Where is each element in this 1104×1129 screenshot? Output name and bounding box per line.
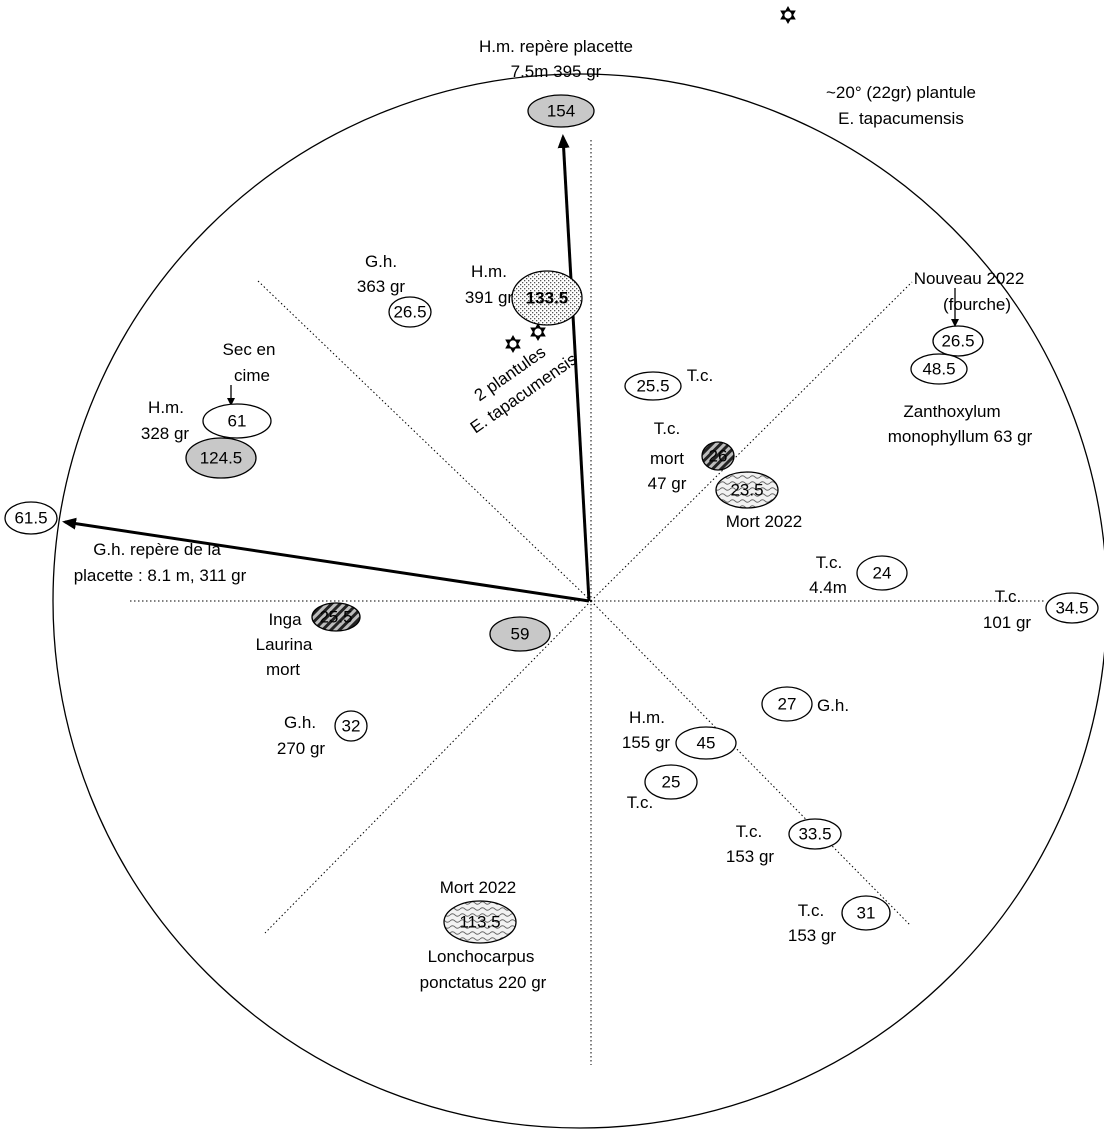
tree-diameter: 25 xyxy=(662,773,681,792)
label-species: 153 gr xyxy=(726,847,775,866)
label-species: ponctatus 220 gr xyxy=(420,973,547,992)
tree-diameter: 124.5 xyxy=(200,449,243,468)
tree-diameter: 61.5 xyxy=(14,509,47,528)
tree-marker: 61.5 xyxy=(4,501,58,535)
tree-diameter: 27 xyxy=(778,695,797,714)
label-gh-reference: placette : 8.1 m, 311 gr xyxy=(74,566,247,585)
label-note: Mort 2022 xyxy=(726,512,803,531)
label-hm-reference: 7.5m 395 gr xyxy=(511,62,602,81)
tree-marker: 32 xyxy=(334,710,368,742)
label-species: T.c. xyxy=(816,553,842,572)
guide-line-diagonal-se xyxy=(590,600,911,926)
label-angle-note: E. tapacumensis xyxy=(838,109,964,128)
plot-boundary-circle xyxy=(52,73,1104,1129)
tree-marker: 23.5 xyxy=(715,471,779,509)
label-species: H.m. xyxy=(471,262,507,281)
tree-diameter: 25.5 xyxy=(319,608,352,627)
label-species: Inga xyxy=(268,610,302,629)
label-species: Zanthoxylum xyxy=(903,402,1000,421)
label-species: 391 gr xyxy=(465,288,514,307)
tree-marker: 26 xyxy=(701,441,735,471)
tree-diameter: 34.5 xyxy=(1055,599,1088,618)
label-note: cime xyxy=(234,366,270,385)
tree-diameter: 25.5 xyxy=(636,377,669,396)
reference-arrow-west xyxy=(62,517,590,603)
label-species: G.h. xyxy=(817,696,849,715)
label-species: T.c. xyxy=(687,366,713,385)
seedling-star-icon xyxy=(530,323,546,341)
label-species: 155 gr xyxy=(622,733,671,752)
label-species: 153 gr xyxy=(788,926,837,945)
tree-marker: 26.5 xyxy=(388,296,432,328)
label-species: H.m. xyxy=(148,398,184,417)
tree-diameter: 31 xyxy=(857,904,876,923)
tree-diameter: 23.5 xyxy=(730,481,763,500)
label-species: T.c. xyxy=(627,793,653,812)
label-species: G.h. xyxy=(284,713,316,732)
tree-marker: 31 xyxy=(841,895,891,931)
label-species: mort xyxy=(266,660,300,679)
label-species: mort xyxy=(650,449,684,468)
tree-marker: 124.5 xyxy=(185,437,257,479)
tree-marker: 113.5 xyxy=(443,900,517,944)
tree-marker: 61 xyxy=(202,403,272,439)
guide-line-diagonal-sw xyxy=(264,600,592,934)
tree-marker: 33.5 xyxy=(788,818,842,850)
label-species: 101 gr xyxy=(983,613,1032,632)
tree-marker: 34.5 xyxy=(1045,592,1099,624)
label-angle-note: ~20° (22gr) plantule xyxy=(826,83,976,102)
label-species: 47 gr xyxy=(648,474,687,493)
tree-diameter: 26.5 xyxy=(941,332,974,351)
tree-marker: 27 xyxy=(761,686,813,722)
tree-marker: 24 xyxy=(856,555,908,591)
label-species: G.h. xyxy=(365,252,397,271)
label-species: monophyllum 63 gr xyxy=(888,427,1033,446)
label-note: Nouveau 2022 xyxy=(914,269,1025,288)
label-species: 270 gr xyxy=(277,739,326,758)
tree-diameter: 133.5 xyxy=(526,289,569,308)
label-note: Sec en xyxy=(223,340,276,359)
label-species: H.m. xyxy=(629,708,665,727)
tree-diameter: 26.5 xyxy=(393,303,426,322)
seedling-star-icon xyxy=(780,6,796,24)
tree-marker: 48.5 xyxy=(910,353,968,385)
tree-diameter: 45 xyxy=(697,734,716,753)
label-species: Laurina xyxy=(256,635,313,654)
label-species: T.c. xyxy=(798,901,824,920)
guide-line-diagonal-ne xyxy=(590,281,913,602)
tree-marker: 133.5 xyxy=(511,270,583,326)
reference-arrow-north xyxy=(557,134,591,602)
tree-diameter: 154 xyxy=(547,102,575,121)
tree-marker: 25.5 xyxy=(624,371,682,401)
tree-marker: 26.5 xyxy=(932,325,984,357)
tree-diameter: 24 xyxy=(873,564,892,583)
tree-diameter: 48.5 xyxy=(922,360,955,379)
tree-marker: 154 xyxy=(527,94,595,128)
tree-diameter: 59 xyxy=(511,625,530,644)
tree-marker: 25 xyxy=(644,764,698,800)
label-note: Mort 2022 xyxy=(440,878,517,897)
label-species: T.c. xyxy=(995,587,1021,606)
tree-diameter: 26 xyxy=(709,447,728,466)
tree-diameter: 61 xyxy=(228,412,247,431)
tree-marker: 25.5 xyxy=(311,602,361,632)
seedling-star-icon xyxy=(505,335,521,353)
label-species: Lonchocarpus xyxy=(428,947,535,966)
label-species: 4.4m xyxy=(809,578,847,597)
label-species: 363 gr xyxy=(357,277,406,296)
tree-diameter: 33.5 xyxy=(798,825,831,844)
tree-diameter: 32 xyxy=(342,717,361,736)
guide-line-diagonal-nw xyxy=(257,280,592,602)
tree-marker: 59 xyxy=(489,616,551,652)
label-species: 328 gr xyxy=(141,424,190,443)
label-hm-reference: H.m. repère placette xyxy=(479,37,633,56)
tree-marker: 45 xyxy=(675,726,737,760)
label-species: T.c. xyxy=(654,419,680,438)
label-gh-reference: G.h. repère de la xyxy=(93,540,221,559)
tree-diameter: 113.5 xyxy=(459,913,500,932)
label-species: T.c. xyxy=(736,822,762,841)
label-note: (fourche) xyxy=(943,295,1011,314)
